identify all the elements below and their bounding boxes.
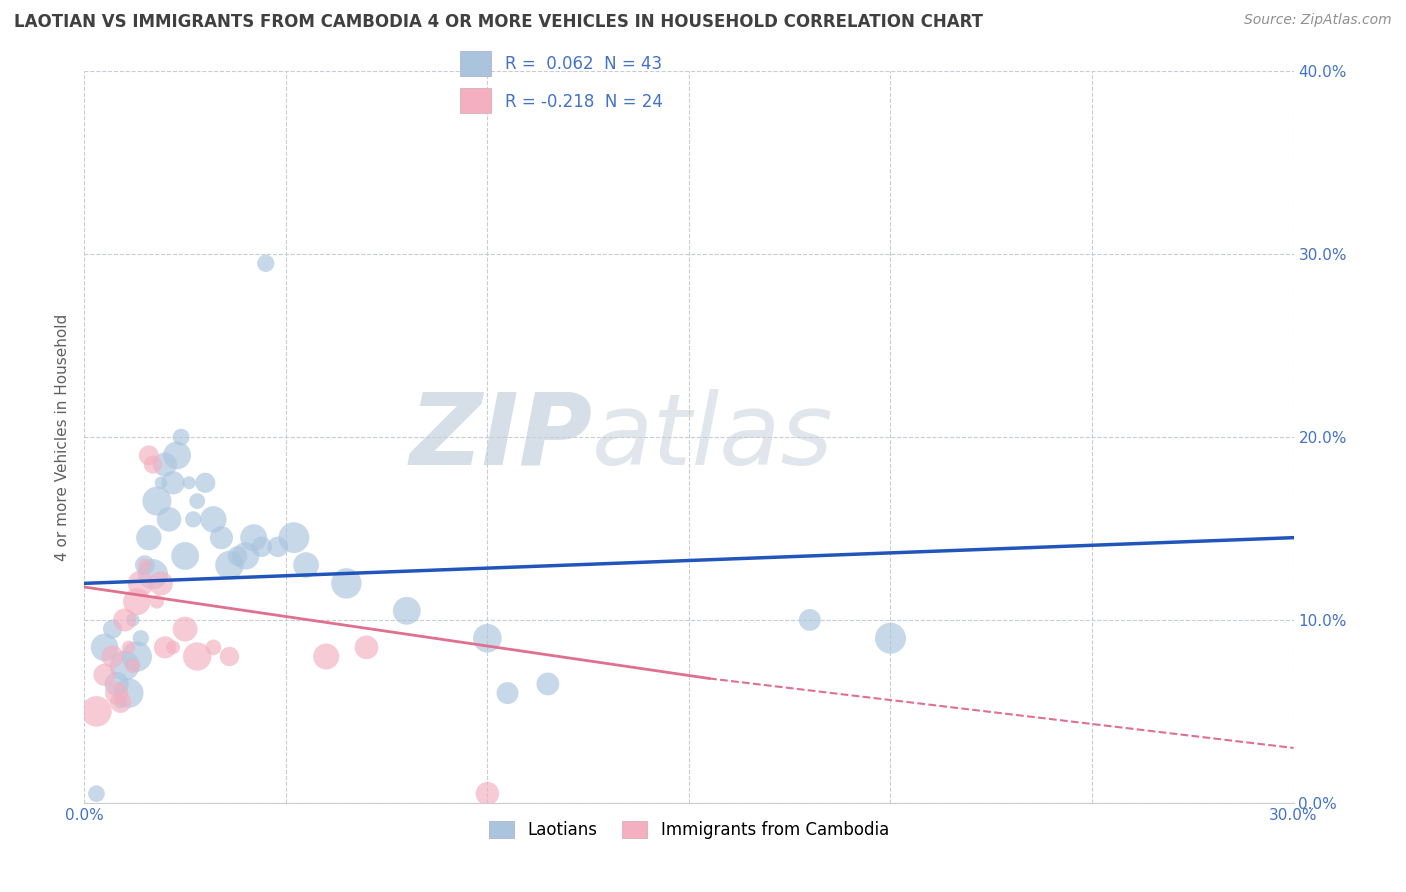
Point [110, 695, 132, 709]
Point [121, 658, 143, 673]
Point [142, 567, 165, 582]
Point [86, 705, 108, 719]
Point [179, 475, 201, 490]
Point [114, 613, 136, 627]
Point [149, 576, 172, 591]
Point [194, 475, 217, 490]
Point [101, 622, 124, 636]
Point [125, 649, 148, 664]
Text: atlas: atlas [592, 389, 834, 485]
Point [235, 549, 257, 563]
Point [799, 613, 821, 627]
Point [105, 677, 128, 691]
Point [93, 667, 115, 681]
Point [110, 695, 132, 709]
Point [146, 494, 169, 508]
Point [86, 787, 108, 801]
Text: LAOTIAN VS IMMIGRANTS FROM CAMBODIA 4 OR MORE VEHICLES IN HOUSEHOLD CORRELATION : LAOTIAN VS IMMIGRANTS FROM CAMBODIA 4 OR… [14, 13, 983, 31]
Point [138, 448, 160, 462]
Point [129, 576, 152, 591]
Point [315, 649, 337, 664]
Point [114, 658, 136, 673]
Point [174, 549, 197, 563]
Point [121, 613, 143, 627]
Point [170, 430, 193, 444]
Point [146, 594, 169, 608]
Point [218, 558, 240, 573]
Point [134, 558, 156, 573]
Point [395, 604, 418, 618]
Point [105, 686, 128, 700]
Point [134, 558, 156, 573]
Point [129, 632, 152, 646]
Point [335, 576, 357, 591]
Legend: Laotians, Immigrants from Cambodia: Laotians, Immigrants from Cambodia [482, 814, 896, 846]
Point [537, 677, 560, 691]
Point [101, 649, 124, 664]
Point [149, 475, 172, 490]
Text: ZIP: ZIP [409, 389, 592, 485]
Point [118, 686, 141, 700]
Point [186, 649, 208, 664]
Point [166, 448, 188, 462]
Point [254, 256, 277, 270]
Point [138, 531, 160, 545]
Point [218, 649, 240, 664]
Point [93, 640, 115, 655]
Point [226, 549, 249, 563]
Bar [460, 87, 491, 112]
Point [295, 558, 318, 573]
Point [186, 494, 208, 508]
Text: R =  0.062  N = 43: R = 0.062 N = 43 [505, 55, 662, 73]
Point [356, 640, 378, 655]
Point [283, 531, 305, 545]
Point [242, 531, 264, 545]
Point [477, 632, 499, 646]
Point [250, 540, 273, 554]
Point [157, 512, 180, 526]
Point [267, 540, 290, 554]
Point [153, 458, 176, 472]
Point [202, 512, 225, 526]
Y-axis label: 4 or more Vehicles in Household: 4 or more Vehicles in Household [55, 313, 70, 561]
Point [162, 640, 184, 655]
Point [202, 640, 225, 655]
Bar [460, 52, 491, 77]
Text: Source: ZipAtlas.com: Source: ZipAtlas.com [1244, 13, 1392, 28]
Point [496, 686, 519, 700]
Point [477, 787, 499, 801]
Text: R = -0.218  N = 24: R = -0.218 N = 24 [505, 94, 662, 112]
Point [162, 475, 184, 490]
Point [142, 458, 165, 472]
Point [153, 640, 176, 655]
Point [181, 512, 204, 526]
Point [125, 594, 148, 608]
Point [174, 622, 197, 636]
Point [118, 640, 141, 655]
Point [209, 531, 232, 545]
Point [879, 632, 901, 646]
